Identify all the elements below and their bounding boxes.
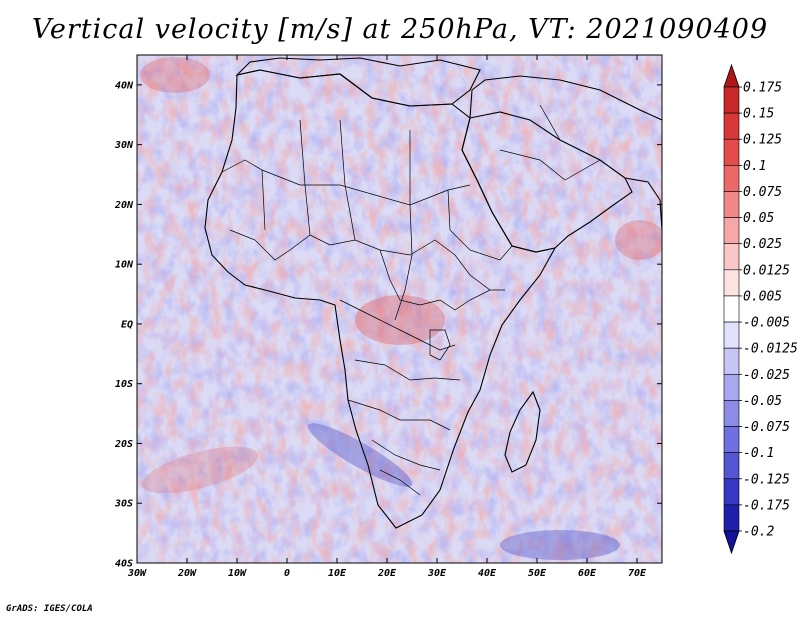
europe-coastline [235, 57, 481, 107]
credit-text: GrADS: IGES/COLA [6, 604, 93, 614]
colorbar-top-arrow [723, 63, 740, 88]
velocity-field [137, 55, 662, 563]
colorbar-label: 0.05 [743, 211, 774, 226]
lat-tick-label: 40S [115, 559, 133, 570]
chart-title: Vertical velocity [m/s] at 250hPa, VT: 2… [31, 14, 769, 45]
lon-tick-label: 10E [328, 568, 347, 579]
colorbar-swatch [723, 400, 740, 427]
lat-tick-label: EQ [121, 319, 133, 330]
latitude-axis: 40N 30N 20N 10N EQ 10S 20S 30S 40S [114, 80, 662, 570]
colorbar-swatch [723, 504, 740, 532]
colorbar-label: 0.005 [743, 289, 782, 304]
lat-tick-label: 20S [114, 439, 133, 450]
colorbar-label: 0.025 [743, 237, 782, 252]
colorbar-label: -0.075 [743, 420, 790, 435]
lon-tick-label: 40E [478, 568, 497, 579]
lat-tick-label: 20N [114, 200, 134, 211]
colorbar-label: 0.15 [743, 107, 774, 122]
colorbar-label: -0.005 [743, 316, 790, 331]
colorbar-label: -0.2 [743, 525, 774, 540]
colorbar-label: -0.05 [743, 394, 782, 409]
colorbar-swatch [723, 269, 740, 297]
india-coastline [624, 177, 662, 231]
colorbar-swatch [723, 347, 740, 375]
colorbar-label: 0.0125 [743, 263, 790, 278]
lon-tick-label: 10W [228, 568, 247, 579]
colorbar-label: 0.1 [743, 159, 766, 174]
coastlines [204, 57, 662, 529]
lat-tick-label: 40N [115, 80, 134, 91]
lon-tick-label: 20W [177, 568, 197, 579]
colorbar-label: -0.175 [743, 498, 790, 513]
colorbar-swatch [723, 452, 740, 480]
colorbar-swatch [723, 112, 740, 140]
colorbar-label: -0.0125 [743, 342, 798, 357]
plot-frame [136, 54, 663, 564]
colorbar-swatch [723, 295, 740, 323]
lat-tick-label: 30N [114, 140, 134, 151]
lat-tick-label: 30S [114, 499, 133, 510]
lon-tick-label: 50E [528, 568, 547, 579]
lat-tick-label: 10N [115, 260, 134, 271]
colorbar-label: 0.175 [743, 81, 782, 96]
madagascar-coastline [504, 390, 541, 473]
colorbar-swatch [723, 478, 740, 506]
lon-tick-label: 30E [427, 568, 447, 579]
lon-tick-label: 0 [284, 568, 290, 579]
colorbar-swatch [723, 243, 740, 271]
lat-tick-label: 10S [115, 379, 133, 390]
colorbar-label: 0.125 [743, 133, 782, 148]
colorbar-swatch [723, 86, 740, 114]
lon-tick-label: 30W [127, 568, 147, 579]
colorbar-swatch [723, 373, 740, 401]
colorbar-swatch [723, 426, 740, 453]
colorbar: 0.175 0.15 0.125 0.1 0.075 0.05 0.025 0.0125 0.0… [723, 63, 798, 555]
colorbar-label: -0.025 [743, 368, 790, 383]
colorbar-bottom-arrow [723, 530, 740, 555]
longitude-axis: 30W 20W 10W 0 10E 20E 30E 40E 50E 60E 70E [127, 55, 647, 579]
lon-tick-label: 70E [628, 568, 647, 579]
colorbar-swatch [723, 138, 740, 166]
lon-tick-label: 60E [578, 568, 597, 579]
colorbar-label: -0.1 [743, 446, 774, 461]
country-borders [221, 104, 601, 496]
arabia-coastline [461, 111, 633, 253]
colorbar-label: -0.125 [743, 472, 790, 487]
colorbar-swatch [723, 191, 740, 218]
colorbar-swatch [723, 217, 740, 245]
colorbar-label: 0.075 [743, 185, 782, 200]
colorbar-swatch [723, 165, 740, 192]
colorbar-swatch [723, 321, 740, 349]
lon-tick-label: 20E [377, 568, 397, 579]
